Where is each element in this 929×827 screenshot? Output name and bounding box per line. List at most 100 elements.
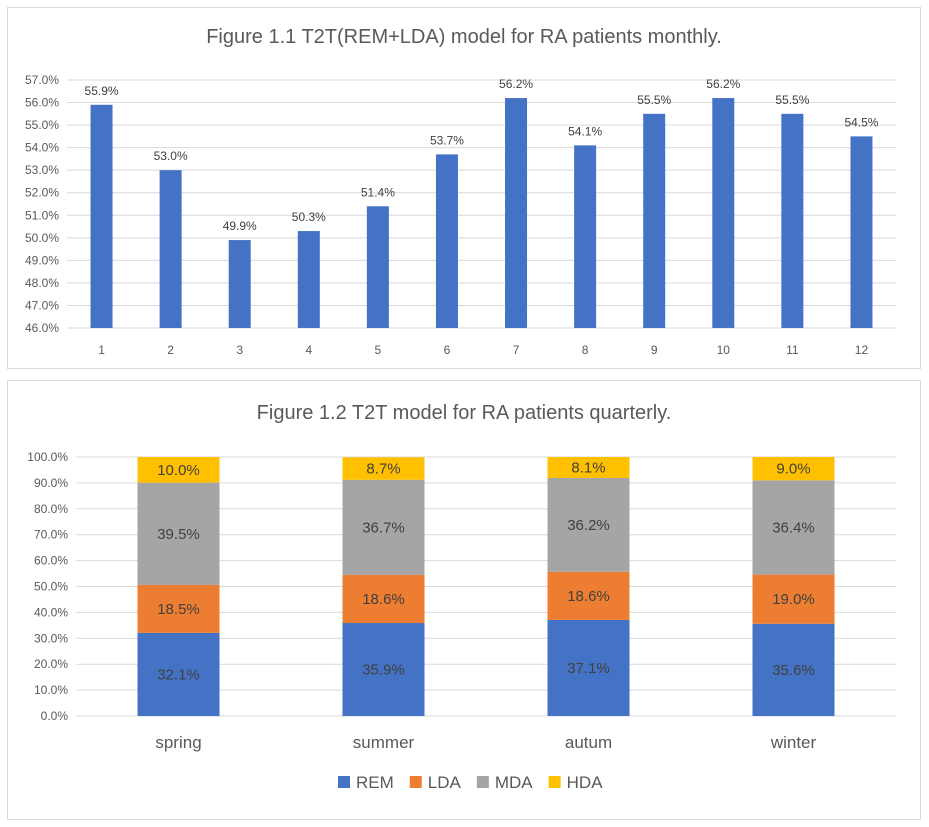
y-tick-label: 0.0% [41, 709, 69, 723]
x-tick-label: 4 [305, 343, 312, 357]
bar-segment [547, 619, 630, 716]
legend-label: HDA [567, 773, 604, 792]
x-tick-label: spring [155, 733, 201, 752]
y-tick-label: 100.0% [27, 450, 68, 464]
bar-segment [137, 482, 220, 585]
bar-segment [547, 571, 630, 620]
bar [435, 154, 458, 328]
y-tick-label: 57.0% [25, 73, 59, 87]
data-label: 8.7% [366, 461, 400, 478]
y-tick-label: 54.0% [25, 141, 59, 155]
data-label: 56.2% [499, 77, 533, 91]
y-tick-label: 90.0% [34, 476, 68, 490]
data-label: 51.4% [361, 185, 395, 199]
bar [297, 231, 320, 328]
data-label: 55.5% [637, 93, 671, 107]
bar-segment [752, 623, 835, 716]
data-label: 18.5% [157, 601, 200, 618]
legend-label: MDA [495, 773, 533, 792]
data-label: 32.1% [157, 666, 200, 683]
x-tick-label: 2 [167, 343, 174, 357]
y-tick-label: 60.0% [34, 554, 68, 568]
y-tick-label: 80.0% [34, 502, 68, 516]
data-label: 49.9% [223, 219, 257, 233]
bar-segment [547, 477, 630, 572]
x-tick-label: 5 [375, 343, 382, 357]
y-tick-label: 49.0% [25, 253, 59, 267]
y-tick-label: 47.0% [25, 298, 59, 312]
data-label: 54.5% [844, 115, 878, 129]
x-tick-label: 6 [444, 343, 451, 357]
y-tick-label: 56.0% [25, 96, 59, 110]
x-tick-label: 12 [855, 343, 869, 357]
data-label: 19.0% [772, 591, 815, 608]
y-tick-label: 30.0% [34, 631, 68, 645]
quarterly-chart-panel: Figure 1.2 T2T model for RA patients qua… [7, 380, 921, 820]
y-tick-label: 20.0% [34, 657, 68, 671]
bar [781, 113, 804, 329]
data-label: 18.6% [567, 588, 610, 605]
bar-segment [752, 574, 835, 624]
x-tick-label: autum [565, 733, 612, 752]
legend-swatch [409, 776, 422, 788]
x-tick-label: 11 [786, 343, 799, 357]
bar-segment [752, 480, 835, 575]
legend-label: LDA [428, 773, 462, 792]
data-label: 36.4% [772, 519, 815, 536]
data-label: 35.9% [362, 662, 405, 679]
data-label: 10.0% [157, 462, 200, 479]
data-label: 53.7% [430, 133, 464, 147]
y-tick-label: 52.0% [25, 186, 59, 200]
y-tick-label: 40.0% [34, 605, 68, 619]
data-label: 36.7% [362, 519, 405, 536]
bar-segment [342, 457, 425, 480]
data-label: 53.0% [154, 149, 188, 163]
data-label: 56.2% [706, 77, 740, 91]
data-label: 9.0% [776, 461, 810, 478]
y-tick-label: 10.0% [34, 683, 68, 697]
bar-segment [752, 457, 835, 481]
bar [574, 145, 597, 328]
x-tick-label: 10 [717, 343, 731, 357]
chart-title: Figure 1.2 T2T model for RA patients qua… [257, 402, 672, 424]
data-label: 37.1% [567, 660, 610, 677]
legend-swatch [548, 776, 561, 788]
bar [850, 136, 873, 328]
data-label: 50.3% [292, 210, 326, 224]
data-label: 54.1% [568, 124, 602, 138]
y-tick-label: 50.0% [34, 580, 68, 594]
bar-segment [137, 632, 220, 716]
bar-segment [342, 574, 425, 624]
y-tick-label: 46.0% [25, 321, 59, 335]
bar-segment [342, 623, 425, 716]
chart-title: Figure 1.1 T2T(REM+LDA) model for RA pat… [206, 26, 722, 48]
bar-segment [547, 457, 630, 478]
y-tick-label: 50.0% [25, 231, 59, 245]
bar [159, 170, 182, 328]
y-tick-label: 48.0% [25, 276, 59, 290]
data-label: 18.6% [362, 591, 405, 608]
y-tick-label: 53.0% [25, 163, 59, 177]
legend-label: REM [356, 773, 394, 792]
x-tick-label: winter [770, 733, 817, 752]
x-tick-label: 8 [582, 343, 589, 357]
y-tick-label: 70.0% [34, 528, 68, 542]
bar [366, 206, 389, 328]
bar [643, 113, 666, 329]
bar [228, 240, 251, 328]
x-tick-label: 7 [513, 343, 520, 357]
bar [712, 98, 735, 328]
x-tick-label: summer [353, 733, 415, 752]
y-tick-label: 55.0% [25, 118, 59, 132]
monthly-chart-panel: Figure 1.1 T2T(REM+LDA) model for RA pat… [7, 7, 921, 369]
data-label: 35.6% [772, 662, 815, 679]
data-label: 39.5% [157, 526, 200, 543]
legend-swatch [476, 776, 489, 788]
bar-segment [137, 584, 220, 633]
data-label: 55.9% [85, 84, 119, 98]
data-label: 36.2% [567, 517, 610, 534]
bar-segment [342, 479, 425, 575]
bar [90, 104, 113, 328]
monthly-bar-chart: Figure 1.1 T2T(REM+LDA) model for RA pat… [25, 26, 896, 357]
x-tick-label: 9 [651, 343, 658, 357]
